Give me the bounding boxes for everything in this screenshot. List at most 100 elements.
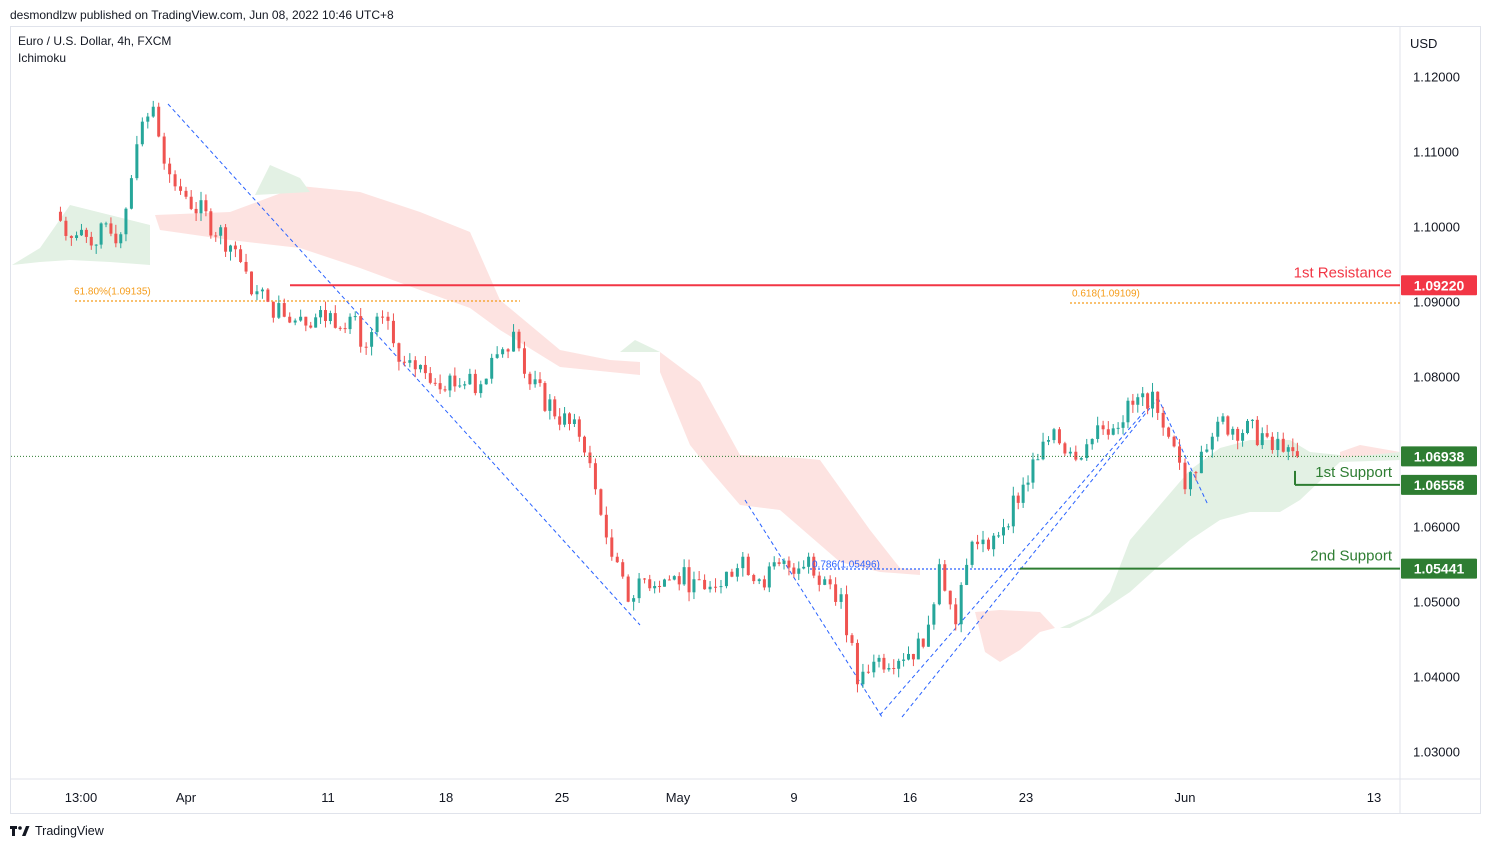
candle-body bbox=[381, 316, 385, 318]
publish-info: desmondlzw published on TradingView.com,… bbox=[10, 8, 394, 22]
candle-body bbox=[762, 579, 766, 588]
trend-line bbox=[879, 404, 1151, 716]
candle-body bbox=[533, 379, 537, 385]
candle-body bbox=[767, 566, 771, 588]
candle-body bbox=[916, 638, 920, 660]
candle-body bbox=[687, 567, 691, 593]
candle-body bbox=[845, 594, 849, 636]
candle-body bbox=[1126, 400, 1130, 423]
time-tick-label: Jun bbox=[1175, 790, 1196, 805]
candle-body bbox=[1276, 438, 1280, 450]
tradingview-label: TradingView bbox=[35, 824, 104, 838]
second-support-badge bbox=[1401, 558, 1477, 579]
candle-body bbox=[260, 289, 264, 292]
candle-body bbox=[1036, 459, 1040, 461]
currency-label[interactable]: USD bbox=[1410, 36, 1438, 51]
candle-body bbox=[921, 638, 925, 647]
candle-body bbox=[1210, 436, 1214, 450]
candle-body bbox=[772, 562, 776, 567]
candle-body bbox=[1255, 419, 1259, 446]
candle-body bbox=[558, 416, 562, 425]
candle-body bbox=[741, 556, 745, 569]
candle-body bbox=[495, 354, 499, 358]
candle-body bbox=[522, 348, 526, 374]
candle-body bbox=[458, 385, 462, 387]
candle-body bbox=[353, 316, 357, 318]
candle-body bbox=[271, 301, 275, 318]
candle-body bbox=[1241, 433, 1245, 441]
candle-body bbox=[1090, 438, 1094, 445]
candle-body bbox=[323, 310, 327, 322]
candle-body bbox=[1011, 495, 1015, 527]
candle-body bbox=[219, 227, 223, 236]
candle-body bbox=[228, 245, 232, 252]
trend-line bbox=[744, 499, 883, 718]
candle-body bbox=[433, 382, 437, 384]
candle-body bbox=[948, 590, 952, 605]
candle-body bbox=[1250, 419, 1254, 421]
trend-line bbox=[1157, 397, 1209, 506]
time-tick-label: May bbox=[666, 790, 691, 805]
candle-body bbox=[64, 220, 68, 236]
candle-body bbox=[708, 586, 712, 590]
candle-body bbox=[959, 584, 963, 625]
candle-body bbox=[839, 594, 843, 602]
candle-body bbox=[84, 229, 88, 237]
candle-body bbox=[817, 575, 821, 585]
candle-body bbox=[1286, 447, 1290, 452]
candle-body bbox=[479, 384, 483, 394]
indicator-label[interactable]: Ichimoku bbox=[18, 51, 67, 65]
candle-body bbox=[428, 373, 432, 383]
candle-body bbox=[997, 535, 1001, 537]
candle-body bbox=[58, 211, 62, 221]
candle-body bbox=[1057, 429, 1061, 444]
time-tick-label: 18 bbox=[439, 790, 453, 805]
candle-body bbox=[782, 560, 786, 564]
candle-body bbox=[490, 357, 494, 379]
candle-body bbox=[970, 541, 974, 565]
candle-body bbox=[413, 360, 417, 370]
candle-body bbox=[1205, 449, 1209, 452]
candle-body bbox=[1199, 451, 1203, 474]
candle-body bbox=[1121, 422, 1125, 428]
candle-body bbox=[823, 579, 827, 585]
chart-frame[interactable] bbox=[10, 26, 1481, 814]
candle-body bbox=[548, 399, 552, 411]
candle-body bbox=[370, 332, 374, 347]
candle-body bbox=[402, 361, 406, 363]
candle-body bbox=[1226, 416, 1230, 435]
candle-body bbox=[99, 223, 103, 245]
candle-body bbox=[653, 586, 657, 589]
candle-body bbox=[484, 378, 488, 385]
candle-body bbox=[391, 320, 395, 344]
candle-body bbox=[1236, 428, 1240, 441]
candle-body bbox=[1194, 472, 1198, 474]
first-resistance-badge bbox=[1401, 275, 1477, 296]
candle-body bbox=[1085, 444, 1089, 459]
candle-body bbox=[1183, 462, 1187, 490]
candle-body bbox=[1246, 420, 1250, 434]
candle-body bbox=[250, 271, 254, 295]
candle-body bbox=[892, 668, 896, 670]
candle-body bbox=[397, 343, 401, 362]
candle-body bbox=[692, 579, 696, 593]
candle-body bbox=[1021, 484, 1025, 503]
fib-level-label: 0.618(1.09109) bbox=[1072, 289, 1140, 300]
candle-body bbox=[364, 346, 368, 348]
cloud-bear-segment bbox=[1340, 445, 1400, 458]
candle-body bbox=[463, 384, 467, 386]
candle-body bbox=[797, 568, 801, 574]
candle-body bbox=[423, 364, 427, 374]
candle-body bbox=[583, 436, 587, 453]
candle-body bbox=[179, 186, 183, 191]
candle-body bbox=[746, 556, 750, 576]
first-resistance-badge-value: 1.09220 bbox=[1414, 277, 1465, 293]
candle-body bbox=[189, 196, 193, 209]
price-tick-label: 1.10000 bbox=[1413, 219, 1460, 234]
candle-body bbox=[151, 106, 155, 117]
time-tick-label: 16 bbox=[903, 790, 917, 805]
tradingview-brand[interactable]: TradingView bbox=[10, 824, 104, 838]
candle-body bbox=[1016, 495, 1020, 503]
candle-body bbox=[473, 373, 477, 394]
